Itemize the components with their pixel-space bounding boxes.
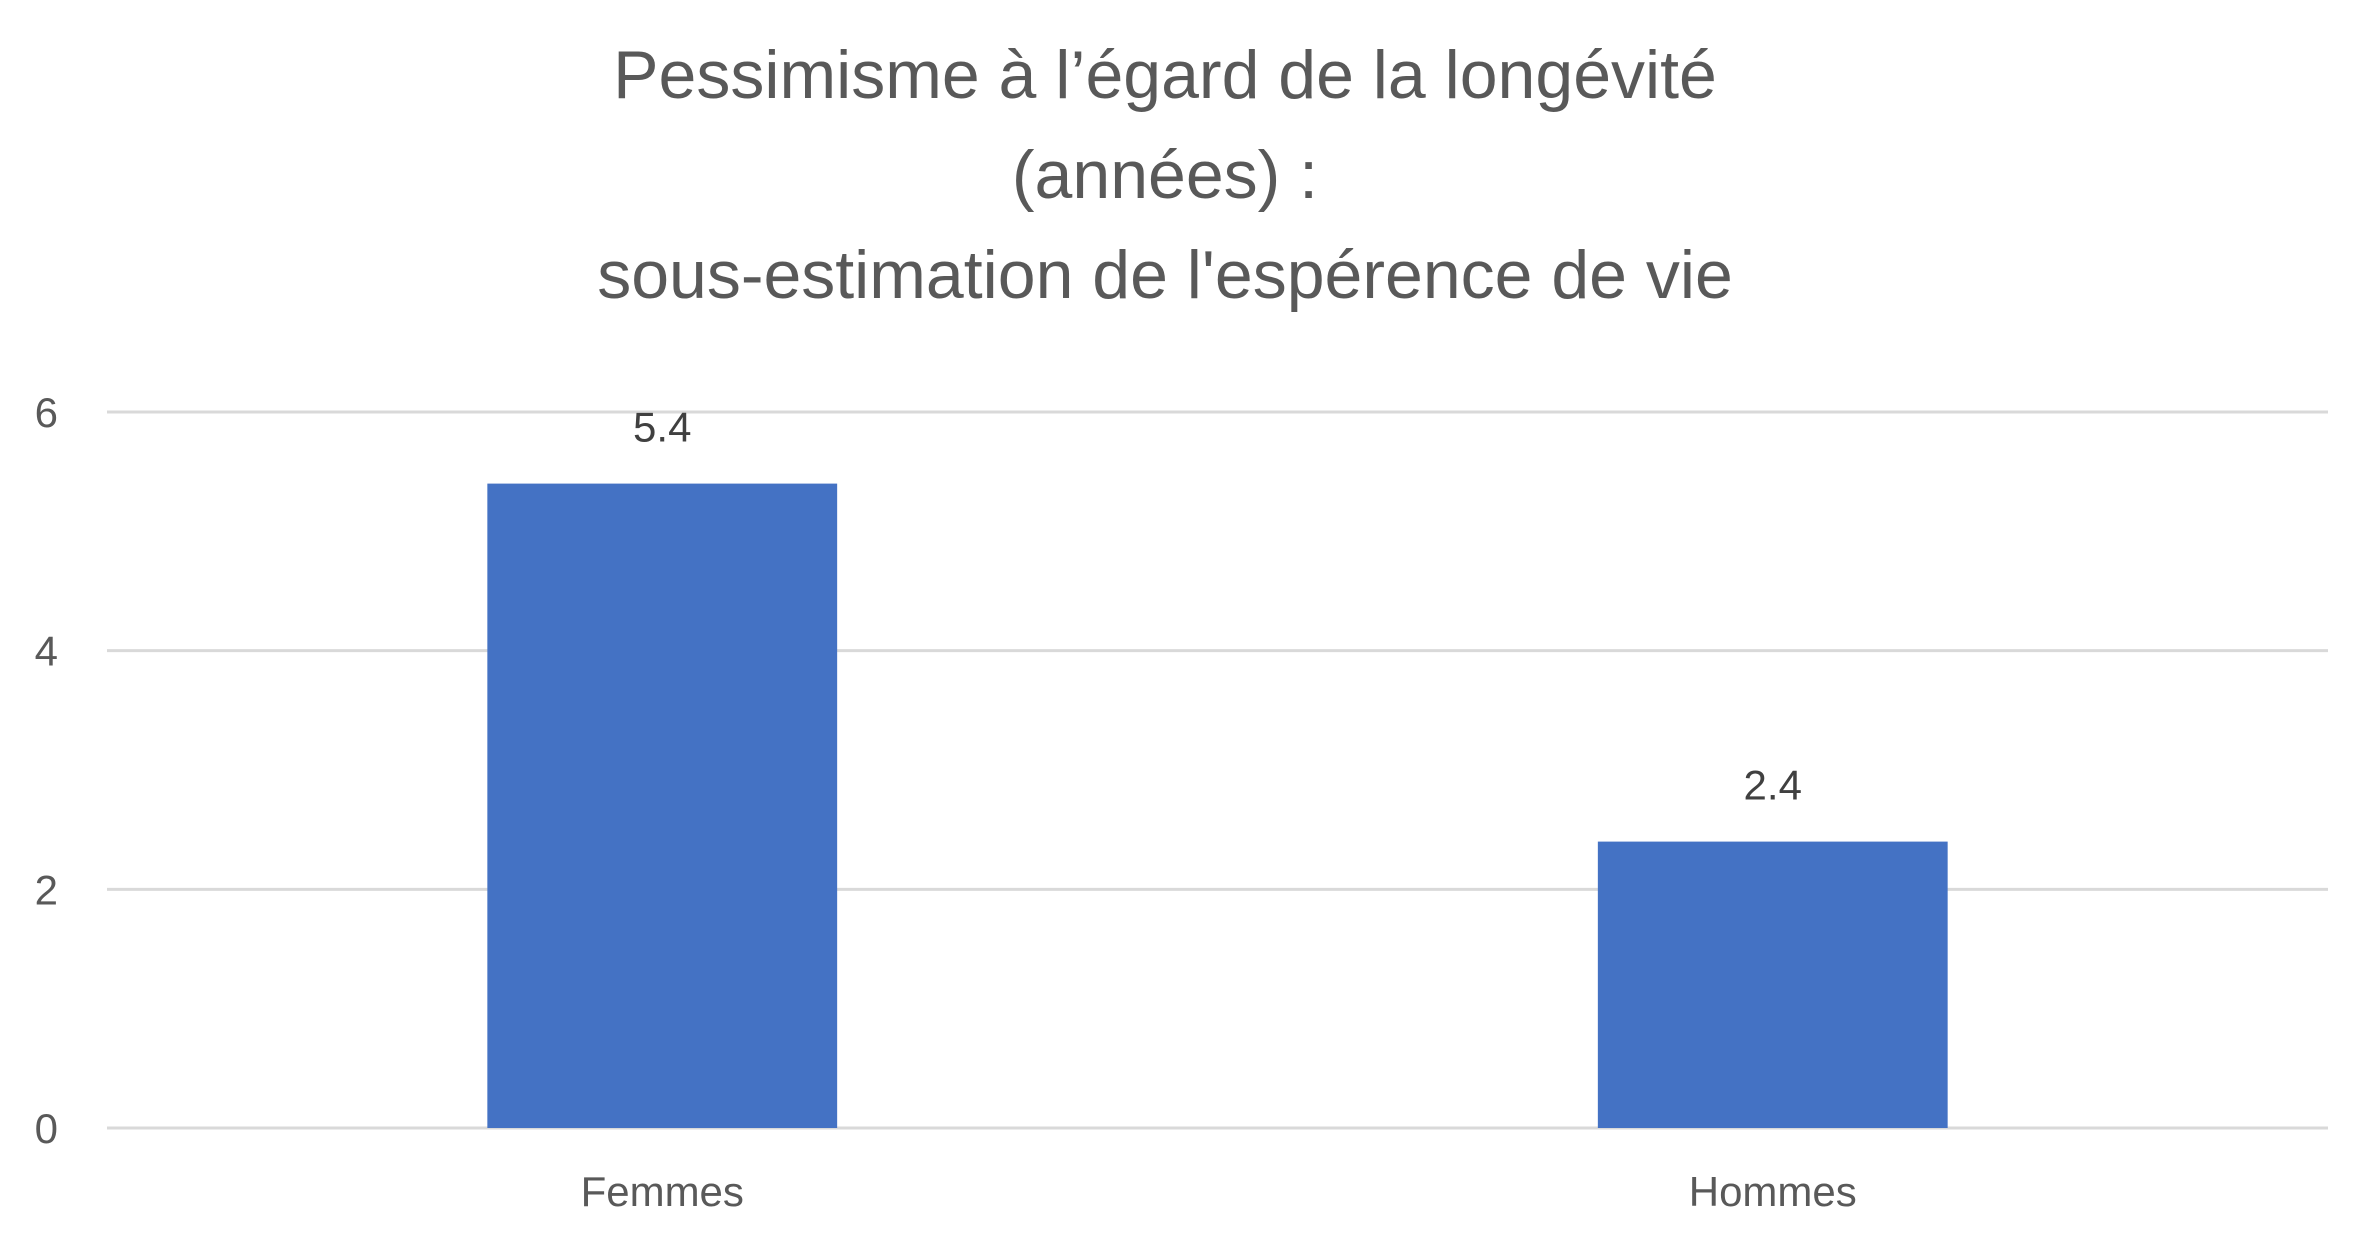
y-tick-label: 2 [35,866,58,913]
data-label-femmes: 5.4 [633,404,691,451]
y-tick-label: 4 [35,628,58,675]
category-label-femmes: Femmes [581,1168,744,1215]
data-label-hommes: 2.4 [1744,762,1802,809]
y-tick-label: 6 [35,389,58,436]
chart-title-line-1: Pessimisme à l’égard de la longévité [613,37,1717,113]
data-labels: 5.4 2.4 [633,404,1802,809]
bars [487,483,1948,1129]
y-axis-tick-labels: 0 2 4 6 [35,389,58,1152]
x-axis-category-labels: Femmes Hommes [581,1168,1857,1215]
chart-title-line-3: sous-estimation de l'espérence de vie [597,237,1733,313]
bar-hommes [1597,841,1948,1128]
bar-femmes [487,483,838,1129]
chart-title: Pessimisme à l’égard de la longévité (an… [597,37,1733,313]
gridlines [107,410,2328,1130]
category-label-hommes: Hommes [1689,1168,1857,1215]
y-tick-label: 0 [35,1105,58,1152]
chart-title-line-2: (années) : [1012,137,1318,213]
